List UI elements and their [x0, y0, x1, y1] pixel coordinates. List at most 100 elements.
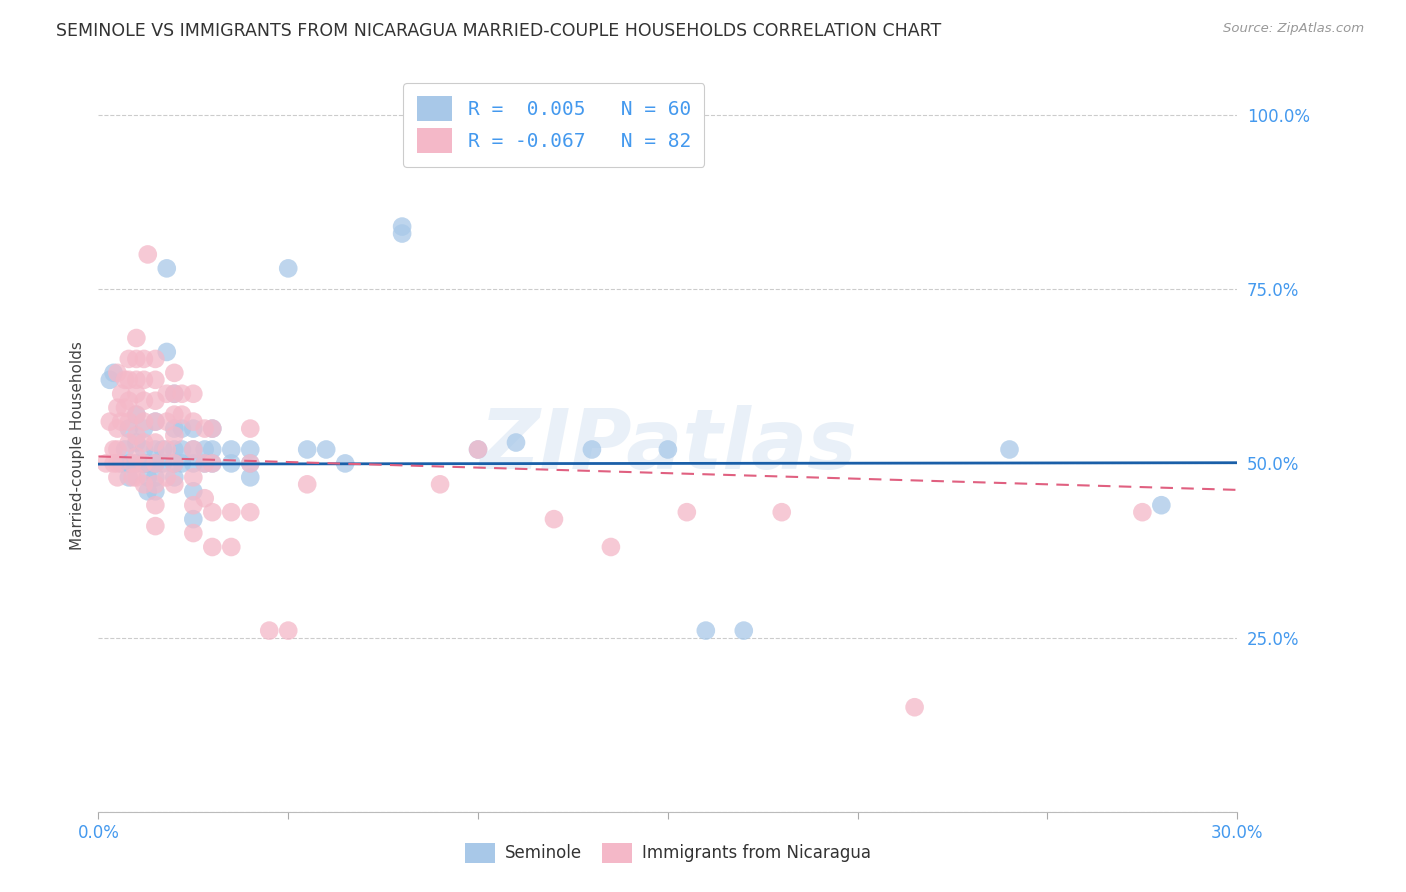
- Point: [107, 442, 129, 457]
- Point: [145, 442, 167, 457]
- Point: [136, 470, 159, 484]
- Point: [183, 415, 205, 429]
- Point: [125, 450, 148, 464]
- Point: [132, 393, 155, 408]
- Point: [183, 442, 205, 457]
- Point: [132, 415, 155, 429]
- Point: [125, 373, 148, 387]
- Point: [163, 386, 186, 401]
- Point: [194, 491, 217, 506]
- Text: ZIPatlas: ZIPatlas: [479, 406, 856, 486]
- Point: [467, 442, 489, 457]
- Point: [183, 470, 205, 484]
- Point: [277, 261, 299, 276]
- Point: [110, 415, 132, 429]
- Point: [183, 442, 205, 457]
- Point: [145, 415, 167, 429]
- Point: [194, 421, 217, 435]
- Point: [297, 477, 319, 491]
- Point: [132, 373, 155, 387]
- Point: [904, 700, 927, 714]
- Point: [103, 457, 125, 471]
- Point: [170, 386, 193, 401]
- Point: [145, 393, 167, 408]
- Point: [156, 470, 179, 484]
- Point: [132, 457, 155, 471]
- Point: [163, 408, 186, 422]
- Point: [194, 457, 217, 471]
- Point: [543, 512, 565, 526]
- Point: [156, 442, 179, 457]
- Point: [183, 421, 205, 435]
- Point: [136, 484, 159, 499]
- Point: [505, 435, 527, 450]
- Point: [163, 366, 186, 380]
- Point: [156, 386, 179, 401]
- Point: [201, 421, 224, 435]
- Point: [107, 421, 129, 435]
- Point: [163, 421, 186, 435]
- Point: [170, 421, 193, 435]
- Point: [259, 624, 281, 638]
- Point: [163, 470, 186, 484]
- Point: [118, 415, 141, 429]
- Point: [297, 442, 319, 457]
- Point: [163, 442, 186, 457]
- Point: [145, 351, 167, 366]
- Point: [183, 457, 205, 471]
- Point: [118, 470, 141, 484]
- Point: [114, 373, 136, 387]
- Legend: Seminole, Immigrants from Nicaragua: Seminole, Immigrants from Nicaragua: [458, 837, 877, 869]
- Point: [733, 624, 755, 638]
- Point: [132, 435, 155, 450]
- Point: [194, 442, 217, 457]
- Point: [125, 408, 148, 422]
- Point: [110, 386, 132, 401]
- Point: [107, 470, 129, 484]
- Point: [201, 505, 224, 519]
- Point: [676, 505, 699, 519]
- Point: [132, 351, 155, 366]
- Point: [98, 415, 121, 429]
- Point: [132, 442, 155, 457]
- Point: [429, 477, 451, 491]
- Point: [125, 408, 148, 422]
- Point: [118, 373, 141, 387]
- Point: [132, 477, 155, 491]
- Point: [163, 386, 186, 401]
- Point: [221, 505, 243, 519]
- Point: [239, 457, 262, 471]
- Point: [391, 219, 413, 234]
- Point: [145, 457, 167, 471]
- Point: [201, 442, 224, 457]
- Point: [770, 505, 793, 519]
- Point: [600, 540, 623, 554]
- Point: [107, 457, 129, 471]
- Point: [183, 498, 205, 512]
- Point: [183, 484, 205, 499]
- Point: [145, 477, 167, 491]
- Point: [581, 442, 603, 457]
- Point: [145, 484, 167, 499]
- Point: [163, 428, 186, 442]
- Point: [239, 470, 262, 484]
- Point: [114, 401, 136, 415]
- Point: [1132, 505, 1154, 519]
- Point: [145, 470, 167, 484]
- Point: [170, 442, 193, 457]
- Point: [118, 393, 141, 408]
- Y-axis label: Married-couple Households: Married-couple Households: [69, 342, 84, 550]
- Point: [145, 519, 167, 533]
- Point: [201, 540, 224, 554]
- Point: [239, 421, 262, 435]
- Point: [94, 457, 117, 471]
- Point: [121, 470, 143, 484]
- Point: [118, 457, 141, 471]
- Point: [201, 421, 224, 435]
- Point: [152, 442, 174, 457]
- Point: [152, 457, 174, 471]
- Point: [145, 457, 167, 471]
- Point: [136, 247, 159, 261]
- Point: [239, 442, 262, 457]
- Point: [121, 457, 143, 471]
